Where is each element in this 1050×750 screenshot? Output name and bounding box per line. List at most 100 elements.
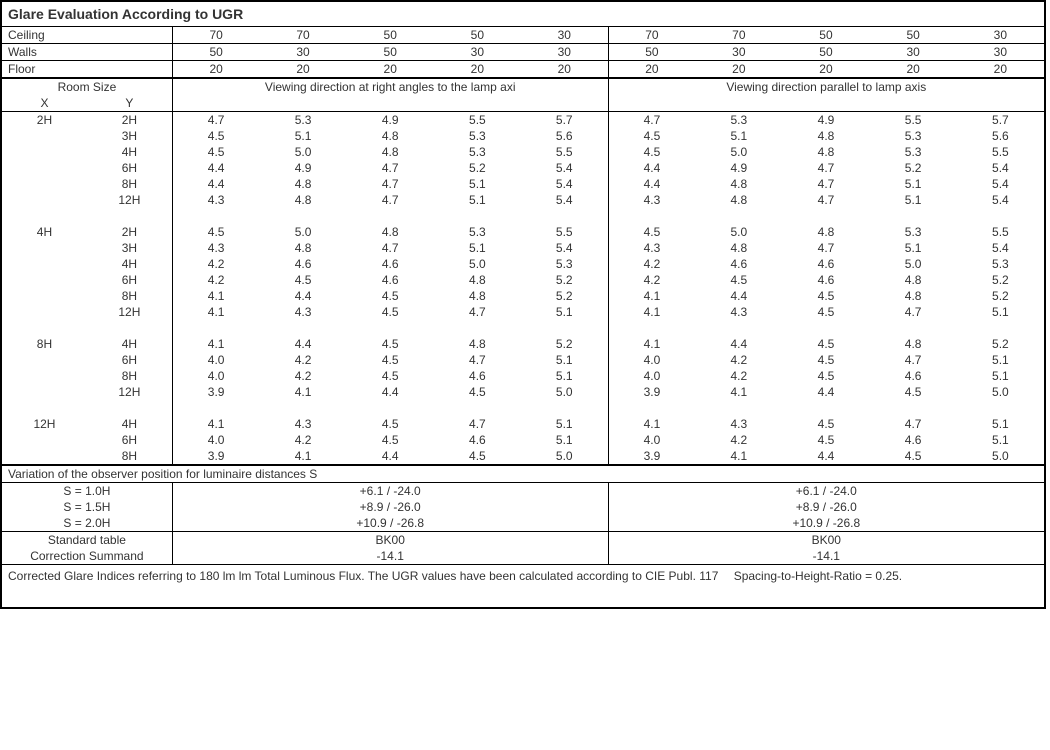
ugr-value: 5.0	[434, 256, 521, 272]
reflectance-value: 30	[521, 44, 608, 61]
ugr-value: 4.1	[608, 336, 695, 352]
ugr-value: 4.2	[695, 368, 782, 384]
variation-value-right: +10.9 / -26.8	[608, 515, 1044, 532]
ugr-value: 5.1	[259, 128, 346, 144]
ugr-value: 4.1	[172, 288, 259, 304]
ugr-value: 4.6	[347, 272, 434, 288]
ugr-value: 4.9	[782, 112, 869, 129]
room-size-cell: 3H	[2, 240, 172, 256]
ugr-value: 4.7	[870, 352, 957, 368]
ugr-value: 4.5	[782, 304, 869, 320]
ugr-value: 4.2	[608, 272, 695, 288]
ugr-value: 4.2	[259, 352, 346, 368]
ugr-value: 4.4	[347, 384, 434, 400]
ugr-value: 4.5	[782, 416, 869, 432]
reflectance-value: 20	[172, 61, 259, 79]
ugr-value: 4.5	[172, 224, 259, 240]
ugr-value: 5.2	[870, 160, 957, 176]
ugr-value: 4.8	[870, 336, 957, 352]
ugr-value: 4.5	[695, 272, 782, 288]
ugr-value: 5.3	[870, 224, 957, 240]
room-size-cell: 12H	[2, 384, 172, 400]
ugr-value: 5.5	[434, 112, 521, 129]
variation-label: S = 1.5H	[2, 499, 172, 515]
room-size-cell: 3H	[2, 128, 172, 144]
room-size-cell: 6H	[2, 352, 172, 368]
ugr-value: 4.0	[608, 432, 695, 448]
ugr-value: 3.9	[608, 384, 695, 400]
ugr-value: 4.1	[695, 384, 782, 400]
ugr-value: 4.8	[434, 336, 521, 352]
reflectance-value: 20	[434, 61, 521, 79]
ugr-value: 4.5	[870, 448, 957, 465]
ugr-value: 5.4	[521, 240, 608, 256]
ugr-value: 4.4	[608, 160, 695, 176]
ugr-value: 5.1	[434, 192, 521, 208]
reflectance-value: 70	[172, 27, 259, 44]
ugr-value: 4.5	[172, 128, 259, 144]
ugr-value: 5.2	[957, 336, 1044, 352]
ugr-value: 5.1	[521, 352, 608, 368]
room-size-cell: 4H	[2, 256, 172, 272]
reflectance-label: Walls	[2, 44, 172, 61]
variation-title: Variation of the observer position for l…	[2, 465, 1044, 483]
reflectance-value: 30	[695, 44, 782, 61]
ugr-value: 5.5	[521, 144, 608, 160]
ugr-value: 5.5	[957, 144, 1044, 160]
ugr-value: 5.1	[957, 432, 1044, 448]
ugr-value: 5.0	[259, 144, 346, 160]
ugr-value: 5.3	[695, 112, 782, 129]
room-size-cell: 6H	[2, 272, 172, 288]
variation-label: S = 2.0H	[2, 515, 172, 532]
variation-value-left: +10.9 / -26.8	[172, 515, 608, 532]
ugr-value: 4.4	[782, 384, 869, 400]
ugr-value: 4.5	[347, 304, 434, 320]
variation-label: S = 1.0H	[2, 483, 172, 500]
reflectance-value: 50	[782, 44, 869, 61]
ugr-value: 4.6	[870, 368, 957, 384]
ugr-value: 4.1	[259, 384, 346, 400]
ugr-value: 4.6	[870, 432, 957, 448]
ugr-value: 5.4	[521, 192, 608, 208]
ugr-value: 5.1	[521, 432, 608, 448]
reflectance-value: 70	[259, 27, 346, 44]
ugr-value: 4.1	[608, 416, 695, 432]
reflectance-value: 30	[259, 44, 346, 61]
ugr-value: 4.3	[172, 192, 259, 208]
ugr-value: 4.1	[695, 448, 782, 465]
ugr-value: 5.2	[434, 160, 521, 176]
ugr-value: 4.5	[347, 416, 434, 432]
std-value-right: BK00	[608, 532, 1044, 549]
ugr-value: 4.8	[782, 144, 869, 160]
ugr-value: 5.5	[521, 224, 608, 240]
room-size-cell: 8H	[2, 288, 172, 304]
ugr-value: 4.5	[172, 144, 259, 160]
std-value-right: -14.1	[608, 548, 1044, 564]
room-size-cell: 8H	[2, 368, 172, 384]
ugr-value: 5.6	[521, 128, 608, 144]
ugr-value: 5.2	[957, 288, 1044, 304]
room-size-cell: 4H	[2, 144, 172, 160]
reflectance-value: 30	[957, 27, 1044, 44]
ugr-value: 4.7	[347, 160, 434, 176]
ugr-value: 4.3	[608, 192, 695, 208]
ugr-value: 4.7	[347, 240, 434, 256]
ugr-value: 5.3	[434, 144, 521, 160]
reflectance-value: 50	[347, 27, 434, 44]
ugr-table: Ceiling70705050307070505030Walls50305030…	[2, 27, 1044, 564]
reflectance-value: 50	[870, 27, 957, 44]
ugr-value: 4.4	[608, 176, 695, 192]
ugr-value: 4.1	[608, 304, 695, 320]
ugr-value: 4.6	[434, 432, 521, 448]
variation-value-right: +6.1 / -24.0	[608, 483, 1044, 500]
reflectance-label: Ceiling	[2, 27, 172, 44]
ugr-value: 4.8	[259, 176, 346, 192]
ugr-value: 4.7	[870, 416, 957, 432]
ugr-value: 5.6	[957, 128, 1044, 144]
ugr-value: 4.2	[172, 256, 259, 272]
ugr-value: 5.2	[521, 272, 608, 288]
ugr-value: 4.6	[782, 272, 869, 288]
ugr-value: 4.6	[695, 256, 782, 272]
ugr-value: 4.5	[782, 352, 869, 368]
ugr-value: 5.1	[521, 368, 608, 384]
